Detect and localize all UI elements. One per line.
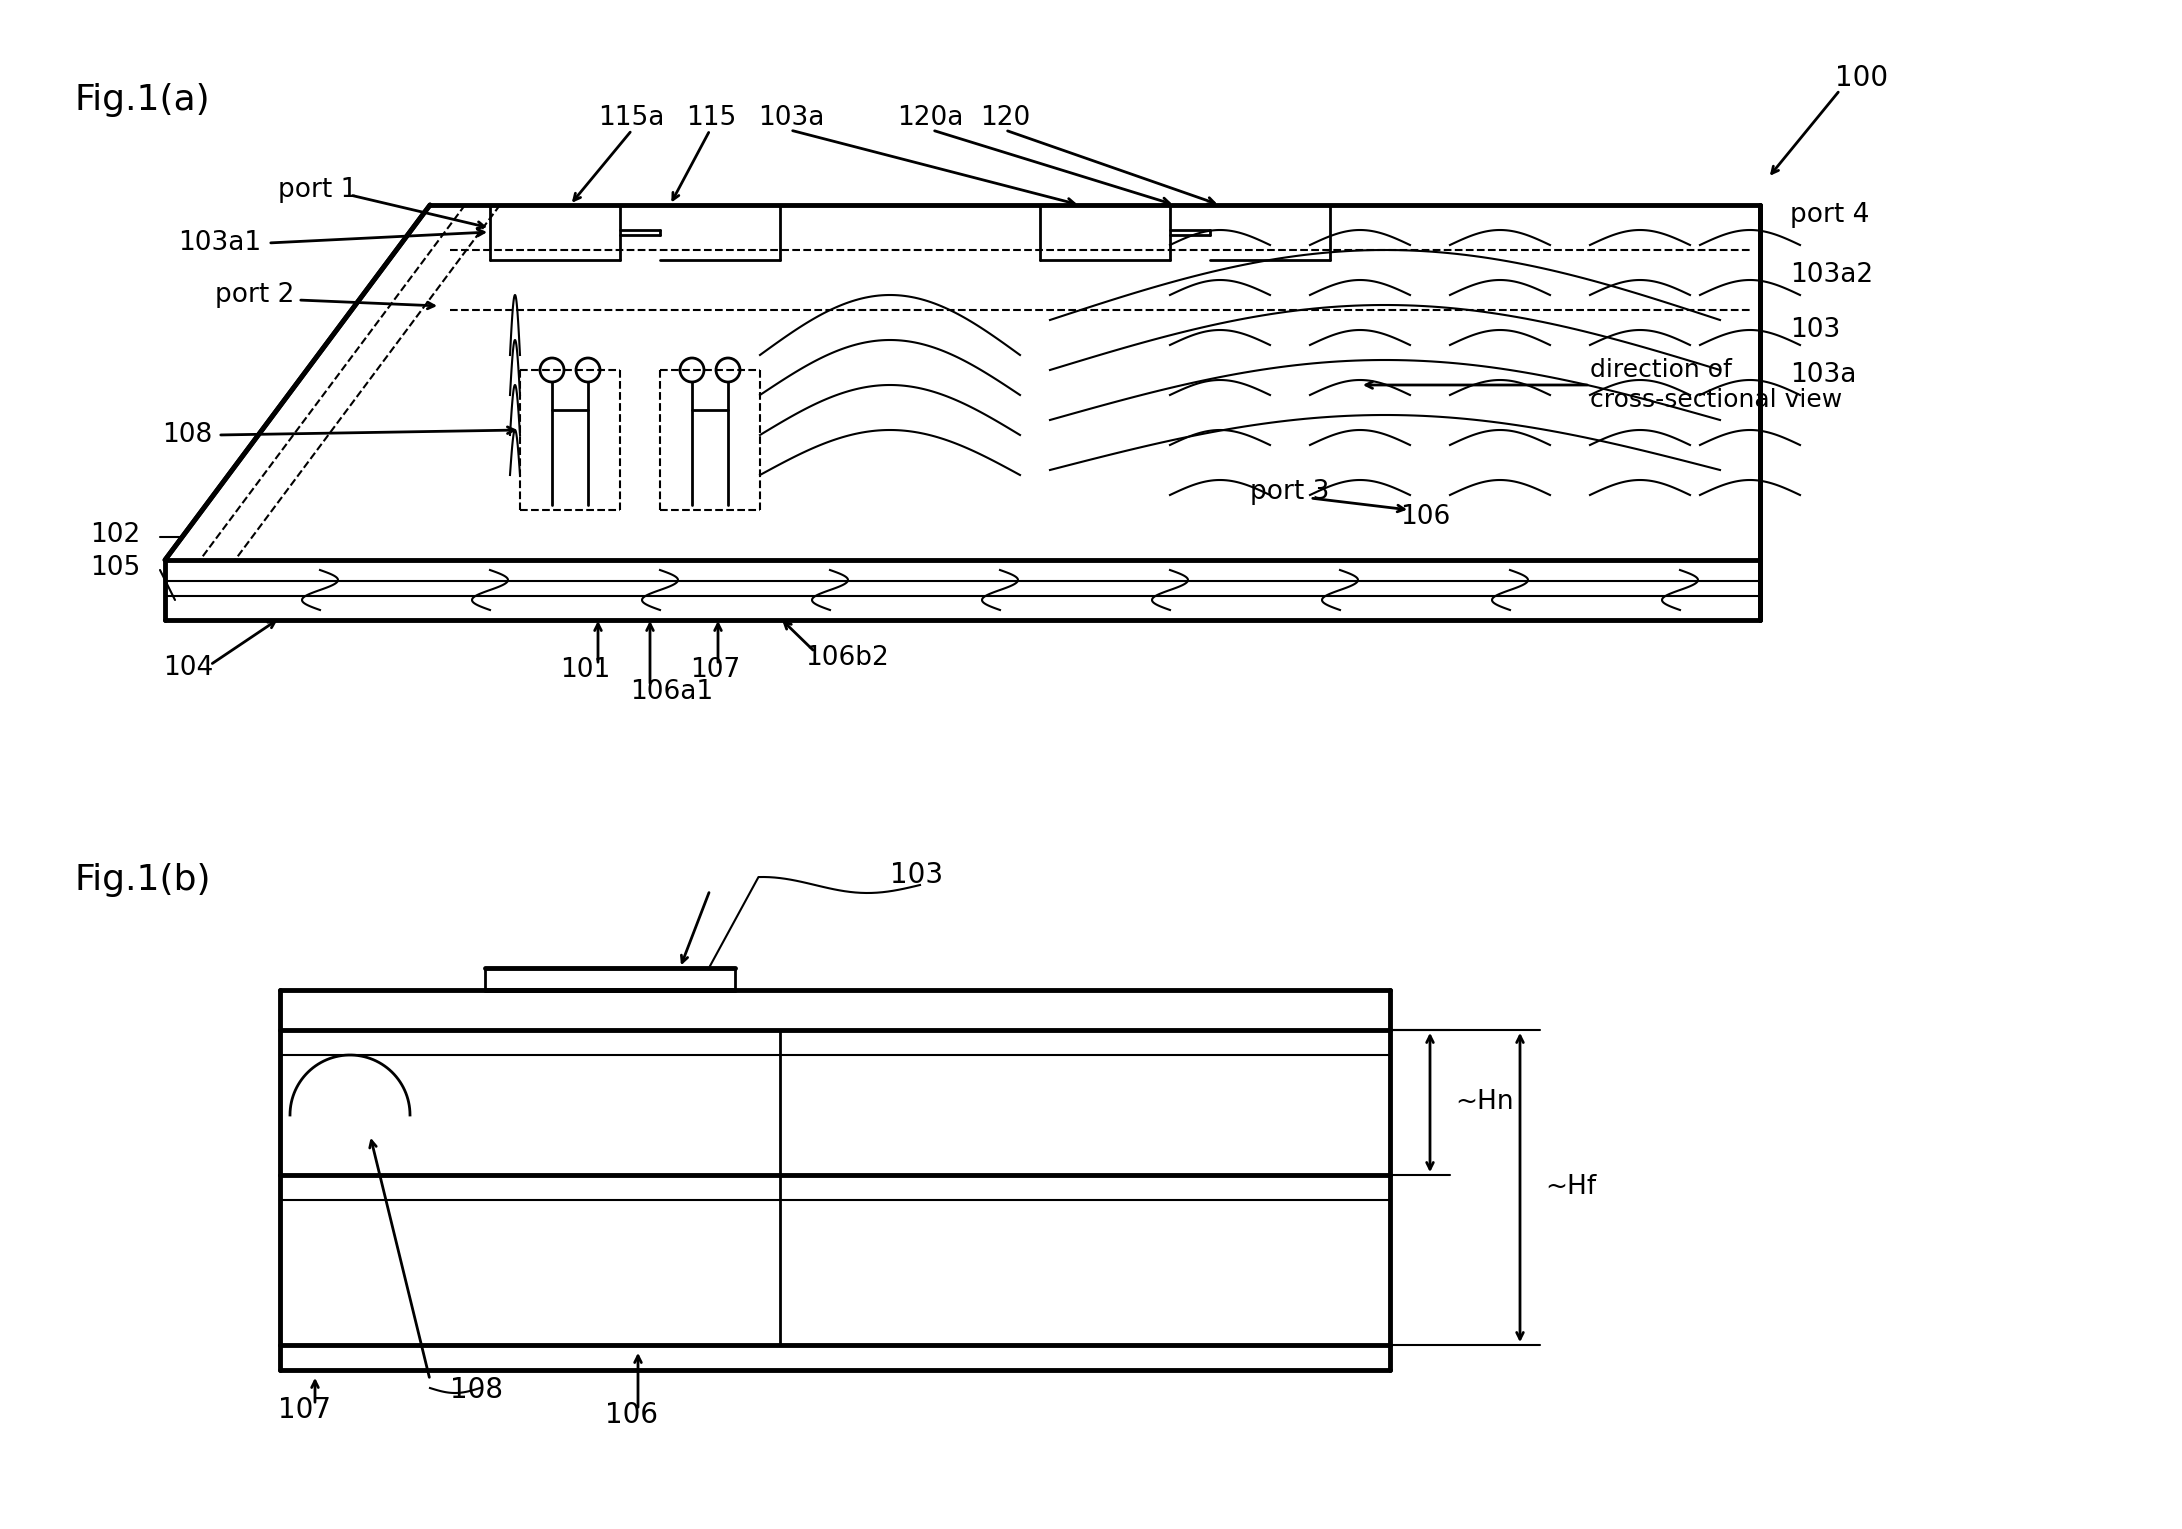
Text: 103a2: 103a2	[1789, 261, 1872, 287]
Text: 115: 115	[685, 106, 735, 131]
Text: 106b2: 106b2	[805, 645, 888, 671]
Text: 104: 104	[164, 654, 214, 680]
Text: 103a: 103a	[1789, 362, 1857, 388]
Text: ~Hn: ~Hn	[1455, 1089, 1514, 1115]
Text: 120: 120	[980, 106, 1030, 131]
Text: 103: 103	[1789, 317, 1839, 342]
Text: port 2: port 2	[216, 281, 295, 307]
Text: 108: 108	[449, 1376, 504, 1404]
Text: 102: 102	[89, 521, 140, 547]
Text: 107: 107	[690, 657, 740, 683]
Text: 105: 105	[89, 555, 140, 581]
Text: 120a: 120a	[897, 106, 964, 131]
Text: Fig.1(a): Fig.1(a)	[74, 83, 212, 118]
Text: port 3: port 3	[1250, 479, 1329, 505]
Text: direction of: direction of	[1591, 358, 1733, 382]
Text: 103a: 103a	[757, 106, 825, 131]
Text: port 1: port 1	[277, 177, 358, 203]
Text: 107: 107	[277, 1396, 332, 1423]
Text: 103a1: 103a1	[179, 229, 262, 255]
Text: Fig.1(b): Fig.1(b)	[74, 862, 212, 898]
Text: cross-sectional view: cross-sectional view	[1591, 388, 1842, 411]
Text: 106a1: 106a1	[631, 679, 714, 705]
Text: port 4: port 4	[1789, 202, 1870, 228]
Text: 103: 103	[890, 861, 943, 888]
Text: 106: 106	[604, 1401, 659, 1430]
Text: 115a: 115a	[598, 106, 663, 131]
Text: 100: 100	[1835, 64, 1887, 92]
Text: 108: 108	[161, 422, 212, 448]
Text: ~Hf: ~Hf	[1545, 1174, 1597, 1200]
Text: 101: 101	[561, 657, 611, 683]
Text: 106: 106	[1401, 505, 1451, 531]
